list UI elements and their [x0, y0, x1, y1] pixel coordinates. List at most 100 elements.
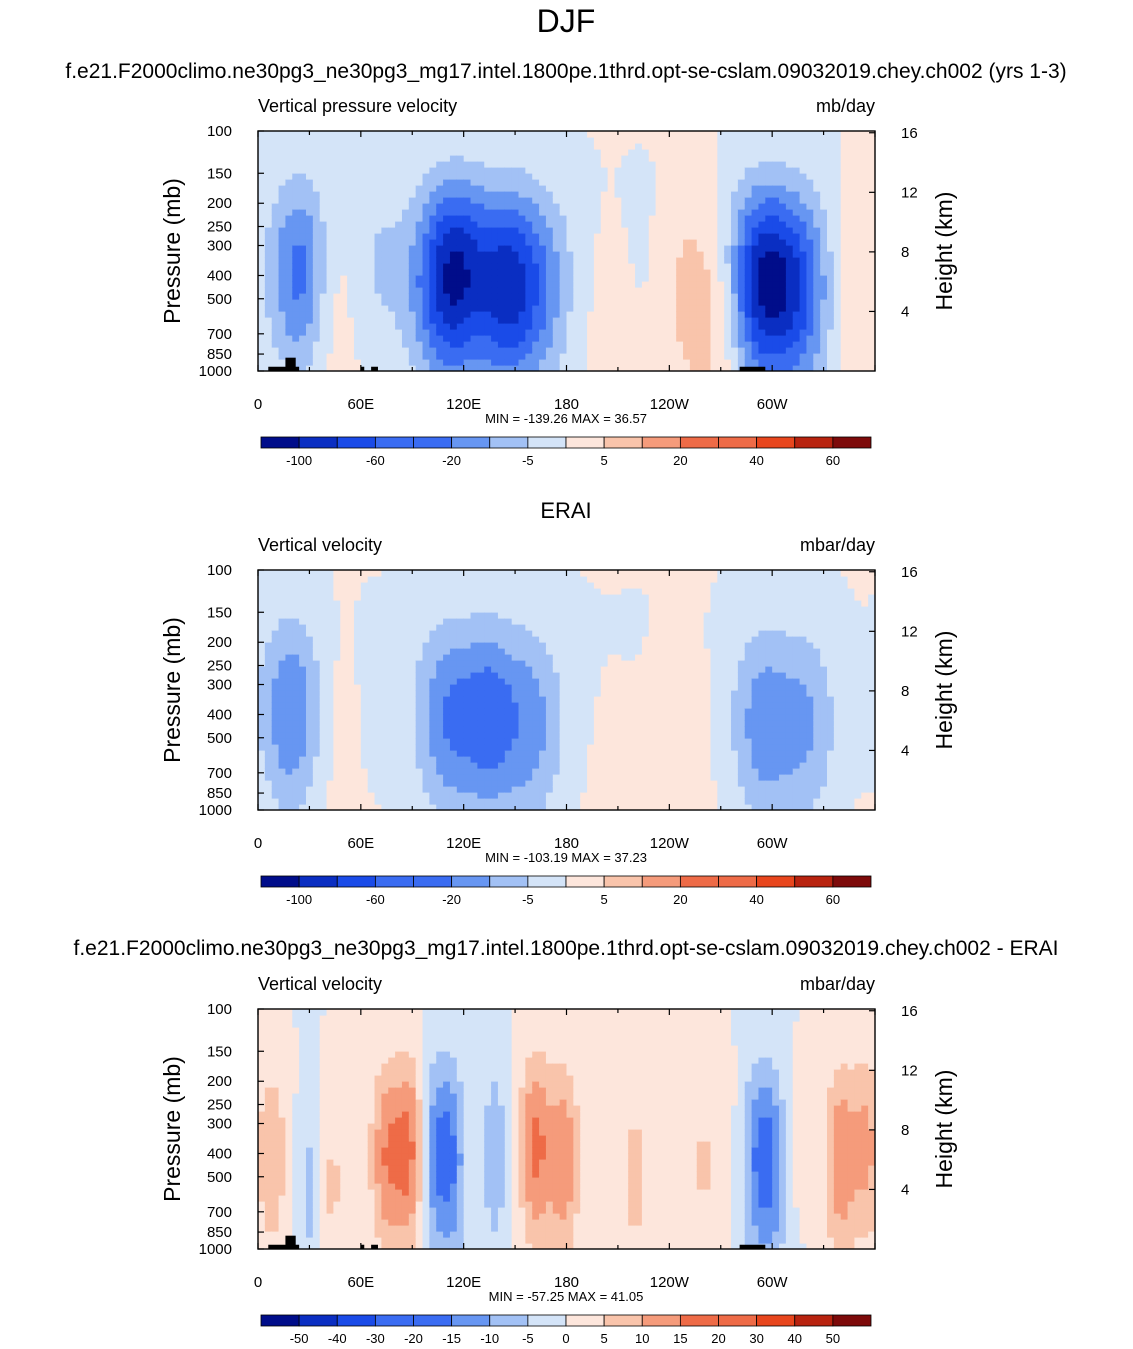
field-cell — [861, 269, 869, 276]
field-cell — [278, 624, 287, 631]
field-cell — [799, 131, 808, 138]
field-cell — [367, 654, 376, 661]
field-cell — [635, 203, 643, 210]
field-cell — [587, 257, 595, 264]
field-cell — [408, 786, 417, 793]
field-cell — [470, 203, 478, 210]
field-cell — [374, 329, 382, 336]
field-cell — [833, 365, 842, 371]
field-cell — [621, 287, 629, 294]
field-cell — [292, 233, 300, 240]
field-cell — [566, 335, 574, 342]
field-cell — [333, 708, 341, 715]
field-cell — [573, 155, 581, 162]
field-cell — [360, 804, 369, 810]
field-cell — [305, 654, 314, 661]
field-cell — [340, 804, 348, 810]
field-cell — [717, 335, 725, 342]
field-cell — [258, 600, 266, 607]
field-cell — [408, 275, 417, 282]
field-cell — [292, 263, 300, 270]
field-cell — [703, 203, 712, 210]
field-cell — [573, 143, 581, 150]
field-cell — [333, 263, 341, 270]
field-cell — [868, 239, 875, 246]
field-cell — [374, 678, 382, 685]
field-cell — [292, 636, 300, 643]
field-cell — [299, 636, 307, 643]
field-cell — [758, 257, 766, 264]
field-cell — [319, 131, 328, 138]
field-cell — [326, 594, 335, 601]
field-cell — [683, 293, 691, 300]
field-cell — [388, 690, 396, 697]
field-cell — [731, 311, 739, 318]
field-cell — [333, 179, 341, 186]
field-cell — [436, 137, 444, 144]
field-cell — [799, 365, 808, 371]
field-cell — [367, 702, 376, 709]
field-cell — [525, 287, 533, 294]
field-cell — [299, 191, 307, 198]
field-cell — [401, 293, 410, 300]
field-cell — [641, 269, 650, 276]
field-cell — [456, 678, 465, 685]
field-cell — [353, 600, 362, 607]
field-cell — [607, 323, 616, 330]
field-cell — [641, 197, 650, 204]
field-cell — [388, 299, 396, 306]
field-cell — [868, 323, 875, 330]
field-cell — [669, 227, 677, 234]
field-cell — [463, 786, 472, 793]
field-cell — [648, 323, 657, 330]
field-cell — [772, 173, 780, 180]
field-cell — [271, 690, 280, 697]
field-cell — [532, 293, 540, 300]
field-cell — [292, 780, 300, 787]
topography-mask — [360, 366, 365, 371]
field-cell — [443, 305, 451, 312]
field-cell — [271, 618, 280, 625]
field-cell — [264, 287, 273, 294]
field-cell — [353, 774, 362, 781]
field-cell — [676, 329, 684, 336]
field-cell — [710, 155, 718, 162]
field-cell — [683, 149, 691, 156]
field-cell — [326, 750, 335, 757]
field-cell — [299, 221, 307, 228]
field-cell — [456, 636, 465, 643]
field-cell — [271, 215, 280, 222]
field-cell — [395, 203, 403, 210]
field-cell — [744, 257, 753, 264]
field-cell — [621, 317, 629, 324]
field-cell — [765, 161, 773, 168]
field-cell — [600, 173, 609, 180]
field-cell — [676, 155, 684, 162]
field-cell — [299, 167, 307, 174]
field-cell — [470, 209, 478, 216]
field-cell — [340, 738, 348, 745]
field-cell — [614, 245, 622, 252]
field-cell — [470, 666, 478, 673]
field-cell — [415, 269, 424, 276]
field-cell — [724, 191, 732, 198]
field-cell — [772, 263, 780, 270]
field-cell — [504, 149, 513, 156]
field-cell — [737, 131, 746, 138]
field-cell — [772, 329, 780, 336]
field-cell — [347, 131, 355, 138]
field-cell — [395, 137, 403, 144]
field-cell — [333, 131, 341, 138]
field-cell — [641, 221, 650, 228]
field-cell — [401, 768, 410, 775]
field-cell — [683, 161, 691, 168]
field-cell — [388, 594, 396, 601]
x-tick-label: 180 — [554, 396, 579, 413]
field-cell — [470, 636, 478, 643]
field-cell — [799, 353, 808, 360]
field-cell — [484, 233, 492, 240]
field-cell — [758, 173, 766, 180]
field-cell — [463, 167, 472, 174]
field-cell — [429, 792, 437, 799]
field-cell — [621, 251, 629, 258]
